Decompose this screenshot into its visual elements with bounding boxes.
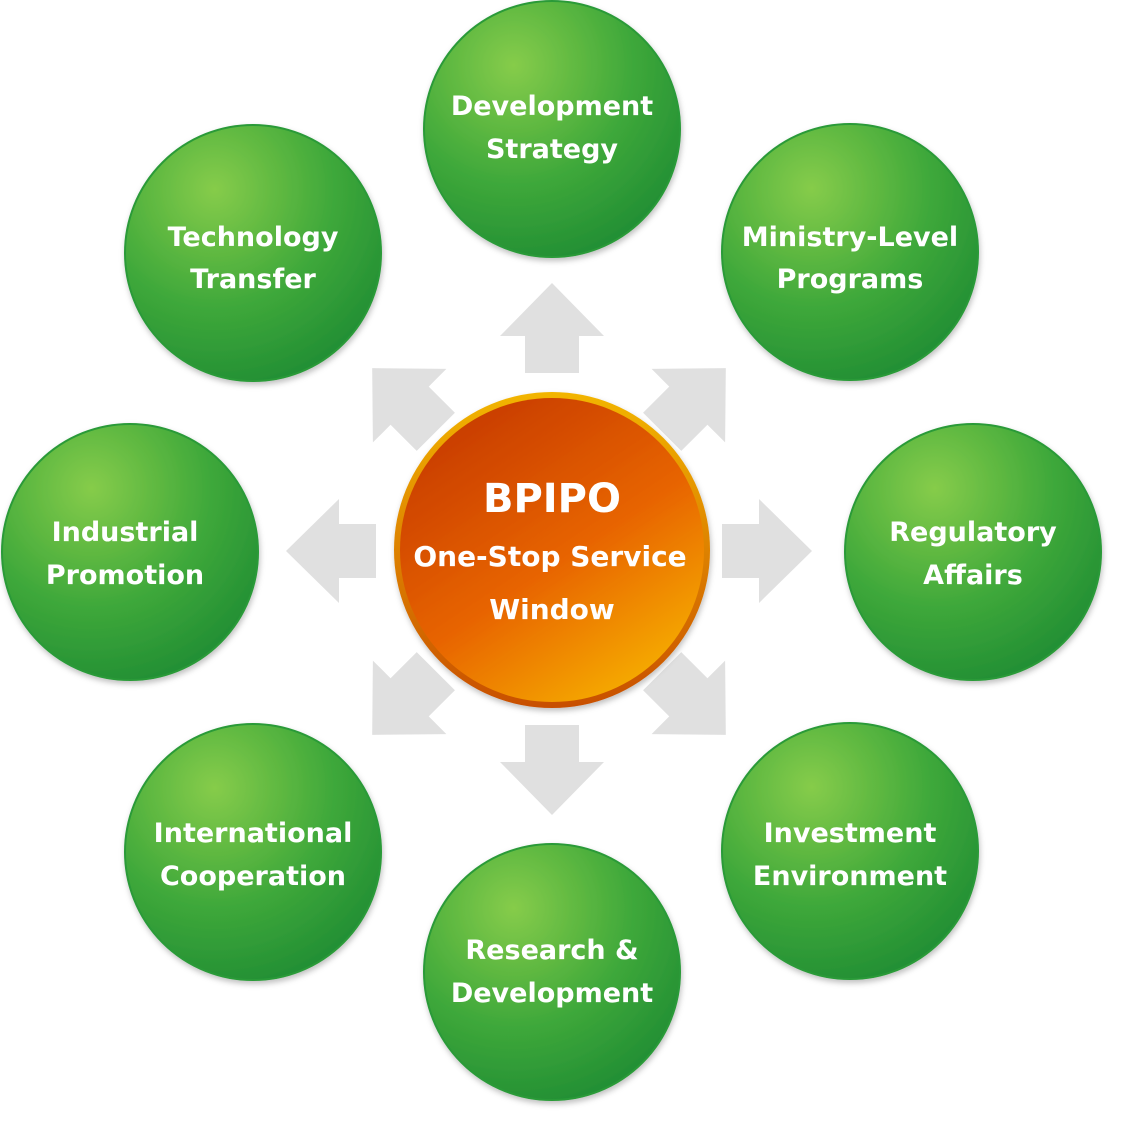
arrow-left-icon (286, 499, 376, 603)
node-development-strategy: Development Strategy (423, 0, 681, 258)
hub-title: BPIPO (483, 476, 621, 522)
node-label-line2: Promotion (46, 560, 204, 591)
node-ministry-level-programs: Ministry-Level Programs (721, 123, 979, 381)
node-technology-transfer: Technology Transfer (124, 124, 382, 382)
node-label-line1: Regulatory (889, 517, 1057, 548)
node-international-cooperation: International Cooperation (124, 723, 382, 981)
hub-circle: BPIPO One-Stop Service Window (394, 392, 710, 708)
node-label-line1: Development (451, 91, 653, 122)
node-label-line2: Affairs (923, 560, 1023, 591)
node-label-line1: Industrial (52, 517, 199, 548)
node-label-line2: Transfer (190, 264, 316, 295)
node-investment-environment: Investment Environment (721, 722, 979, 980)
node-label-line1: Research & (465, 935, 638, 966)
node-label-line2: Strategy (486, 134, 618, 165)
node-label-line2: Environment (753, 861, 947, 892)
hub-subtitle-line1: One-Stop Service (413, 540, 686, 573)
node-research-development: Research & Development (423, 843, 681, 1101)
node-label-line2: Development (451, 978, 653, 1009)
node-label-line1: Investment (764, 818, 937, 849)
node-label-line2: Cooperation (160, 861, 346, 892)
arrow-down-icon (500, 725, 604, 815)
arrow-right-icon (722, 499, 812, 603)
node-label-line1: International (154, 818, 353, 849)
node-industrial-promotion: Industrial Promotion (1, 423, 259, 681)
node-label-line1: Technology (168, 222, 339, 253)
arrow-up-icon (500, 283, 604, 373)
node-label-line2: Programs (777, 264, 924, 295)
node-regulatory-affairs: Regulatory Affairs (844, 423, 1102, 681)
node-label-line1: Ministry-Level (742, 222, 958, 253)
hub-subtitle-line2: Window (489, 593, 615, 626)
